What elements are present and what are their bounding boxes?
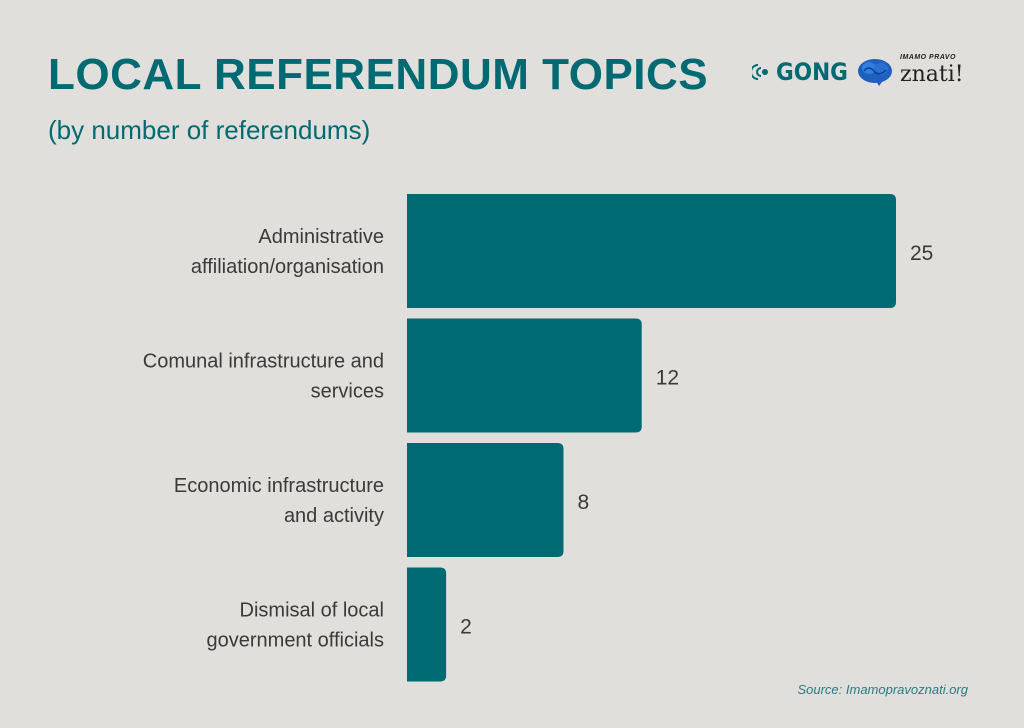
chart-title: LOCAL REFERENDUM TOPICS [48,50,709,99]
source-note: Source: Imamopravoznati.org [797,682,968,697]
bar-1 [407,318,642,433]
category-label-1: Comunal infrastructure and services [143,351,384,403]
category-label-2: Economic infrastructure and activity [174,475,384,527]
chart-subtitle: (by number of referendums) [48,115,371,145]
bar-2 [407,443,564,557]
category-label-line: and activity [284,505,384,527]
logos: GONG IMAMO PRAVO znati! [752,54,982,94]
imamo-pravo-znati-logo: IMAMO PRAVO znati! [856,54,976,90]
bar-value-label-1: 12 [656,367,679,390]
category-label-line: Dismisal of local [240,600,384,622]
category-label-line: affiliation/organisation [191,256,384,278]
gong-mark-icon [752,64,768,80]
znati-logo-text: znati! [900,62,964,87]
bar-value-label-0: 25 [910,242,933,265]
bar-0 [407,194,896,308]
brain-icon [858,59,892,86]
category-label-line: government officials [207,630,385,652]
category-label-3: Dismisal of local government officials [207,600,385,652]
category-label-line: Administrative [258,226,384,248]
bar-3 [407,567,447,682]
category-label-line: services [311,381,384,403]
znati-logo-small-text: IMAMO PRAVO [900,54,956,61]
gong-logo-text: GONG [776,58,848,86]
bar-value-label-3: 2 [460,616,472,639]
category-label-0: Administrative affiliation/organisation [191,226,384,278]
category-label-line: Comunal infrastructure and [143,351,384,373]
category-label-line: Economic infrastructure [174,475,384,497]
gong-logo: GONG [752,58,848,86]
bar-value-label-2: 8 [577,491,589,514]
